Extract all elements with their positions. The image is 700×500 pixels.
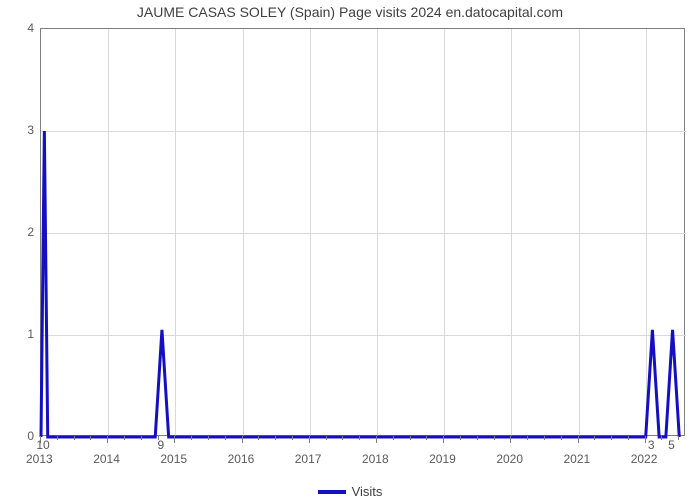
x-tick-minor: [90, 436, 91, 440]
x-tick-minor: [275, 436, 276, 440]
legend-label: Visits: [346, 484, 383, 499]
y-tick-label: 2: [27, 225, 34, 239]
x-tick-label: 2022: [631, 452, 658, 466]
x-tick-minor: [292, 436, 293, 440]
x-tick-minor: [628, 436, 629, 440]
x-tick-label: 2020: [496, 452, 523, 466]
x-tick-minor: [494, 436, 495, 440]
x-tick-minor: [527, 436, 528, 440]
x-tick-minor: [460, 436, 461, 440]
y-tick-label: 1: [27, 327, 34, 341]
x-tick-major: [578, 436, 579, 443]
plot-area: [40, 28, 685, 436]
x-tick-major: [242, 436, 243, 443]
x-tick-minor: [544, 436, 545, 440]
x-tick-minor: [57, 436, 58, 440]
x-tick-minor: [611, 436, 612, 440]
chart-title: JAUME CASAS SOLEY (Spain) Page visits 20…: [0, 4, 700, 20]
data-point-label: 9: [157, 438, 164, 452]
x-tick-minor: [477, 436, 478, 440]
x-tick-label: 2015: [160, 452, 187, 466]
x-tick-minor: [678, 436, 679, 440]
x-tick-minor: [225, 436, 226, 440]
x-tick-minor: [258, 436, 259, 440]
x-tick-minor: [326, 436, 327, 440]
y-tick-label: 0: [27, 429, 34, 443]
legend: Visits: [0, 484, 700, 499]
x-tick-major: [309, 436, 310, 443]
y-tick-label: 4: [27, 21, 34, 35]
x-tick-minor: [208, 436, 209, 440]
x-tick-minor: [393, 436, 394, 440]
data-point-label: 10: [36, 438, 49, 452]
x-tick-major: [174, 436, 175, 443]
x-tick-minor: [141, 436, 142, 440]
x-tick-minor: [124, 436, 125, 440]
x-tick-minor: [342, 436, 343, 440]
x-tick-minor: [594, 436, 595, 440]
x-tick-label: 2021: [564, 452, 591, 466]
legend-swatch: [318, 490, 346, 494]
x-tick-label: 2017: [295, 452, 322, 466]
x-tick-minor: [74, 436, 75, 440]
x-tick-label: 2019: [429, 452, 456, 466]
x-tick-minor: [561, 436, 562, 440]
x-tick-minor: [426, 436, 427, 440]
data-point-label: 3: [648, 438, 655, 452]
chart-container: JAUME CASAS SOLEY (Spain) Page visits 20…: [0, 0, 700, 500]
x-tick-major: [645, 436, 646, 443]
y-tick-label: 3: [27, 123, 34, 137]
x-tick-label: 2014: [93, 452, 120, 466]
x-tick-major: [376, 436, 377, 443]
x-tick-label: 2013: [26, 452, 53, 466]
x-tick-major: [107, 436, 108, 443]
data-point-label: 5: [668, 438, 675, 452]
x-tick-label: 2018: [362, 452, 389, 466]
x-tick-minor: [191, 436, 192, 440]
x-tick-label: 2016: [228, 452, 255, 466]
x-tick-minor: [410, 436, 411, 440]
x-tick-major: [510, 436, 511, 443]
x-tick-minor: [661, 436, 662, 440]
x-tick-minor: [359, 436, 360, 440]
line-series: [41, 29, 686, 437]
x-tick-major: [443, 436, 444, 443]
